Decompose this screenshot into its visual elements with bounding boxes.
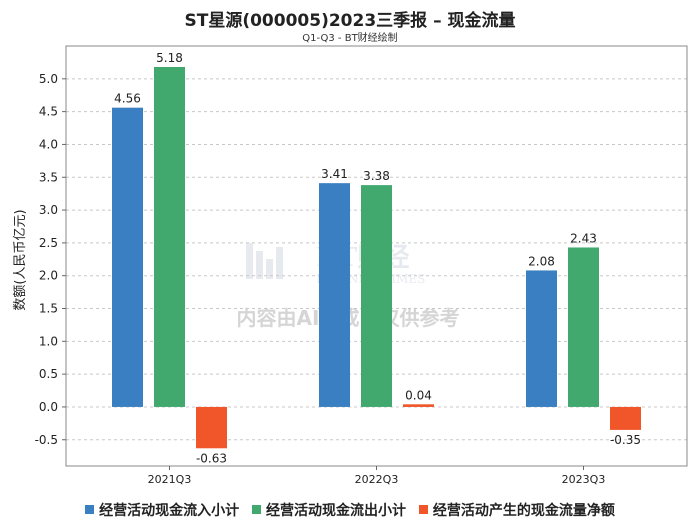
bar-2023Q3-series-0: [526, 270, 557, 407]
data-label: 3.38: [363, 169, 390, 183]
watermark-logo-bar-2: [256, 251, 263, 279]
bar-2022Q3-series-2: [403, 404, 434, 407]
y-tick-label: 1.5: [39, 302, 58, 316]
data-label: 4.56: [114, 92, 141, 106]
y-tick-label: 1.0: [39, 334, 58, 348]
y-tick-label: 4.0: [39, 137, 58, 151]
y-tick-label: 0.0: [39, 400, 58, 414]
legend-label-outflow: 经营活动现金流出小计: [266, 503, 406, 519]
legend-label-inflow: 经营活动现金流入小计: [99, 503, 240, 519]
y-tick-label: -0.5: [35, 433, 58, 447]
axes: -0.5 0.0 0.5 1.0 1.5 2.0 2.5 3.0 3.5 4.0 4.5 5.0 202…: [35, 45, 688, 486]
y-tick-label: 2.0: [39, 269, 58, 283]
data-label: 0.04: [405, 388, 432, 402]
data-label: 5.18: [156, 51, 183, 65]
legend: 经营活动现金流入小计 经营活动现金流出小计 经营活动产生的现金流量净额: [0, 500, 700, 520]
legend-swatch-net: [418, 505, 428, 514]
bar-2022Q3-series-0: [319, 183, 350, 407]
x-tick-label: 2021Q3: [148, 473, 192, 486]
data-label: -0.35: [610, 433, 641, 447]
legend-item-outflow: 经营活动现金流出小计: [252, 500, 406, 520]
data-label: 2.43: [570, 231, 597, 245]
data-label: 3.41: [321, 167, 348, 181]
x-tick-label: 2023Q3: [562, 473, 606, 486]
bar-2021Q3-series-2: [196, 406, 227, 449]
bar-2021Q3-series-0: [112, 107, 143, 407]
bar-2023Q3-series-1: [568, 247, 599, 407]
x-tick-label: 2022Q3: [355, 473, 399, 486]
chart-subtitle: Q1-Q3 - BT财经绘制: [302, 33, 398, 44]
watermark-logo-bar-1: [246, 243, 253, 279]
watermark-logo-bar-3: [266, 259, 273, 279]
y-tick-label: 0.5: [39, 367, 58, 381]
y-tick-label: 3.0: [39, 203, 58, 217]
bars: 4.56 5.18 -0.63 3.41 3.38 0.04 2.08 2.43 -0.35: [112, 51, 641, 465]
legend-swatch-inflow: [85, 505, 95, 514]
watermark-logo-bar-4: [276, 247, 283, 279]
y-axis-label: 数额(人民币亿元): [13, 209, 28, 310]
y-tick-label: 3.5: [39, 170, 58, 184]
legend-item-inflow: 经营活动现金流入小计: [85, 500, 239, 520]
data-label: 2.08: [528, 254, 555, 268]
legend-item-net: 经营活动产生的现金流量净额: [418, 500, 615, 520]
bar-2022Q3-series-1: [361, 185, 392, 407]
y-tick-label: 4.5: [39, 105, 58, 119]
legend-swatch-outflow: [252, 505, 261, 514]
bar-2023Q3-series-2: [610, 406, 641, 430]
data-label: -0.63: [196, 451, 227, 465]
chart-title: ST星源(000005)2023三季报 – 现金流量: [184, 11, 516, 31]
y-tick-label: 2.5: [39, 236, 58, 250]
y-tick-label: 5.0: [39, 72, 58, 86]
bar-2021Q3-series-1: [154, 67, 185, 407]
legend-label-net: 经营活动产生的现金流量净额: [432, 503, 615, 519]
